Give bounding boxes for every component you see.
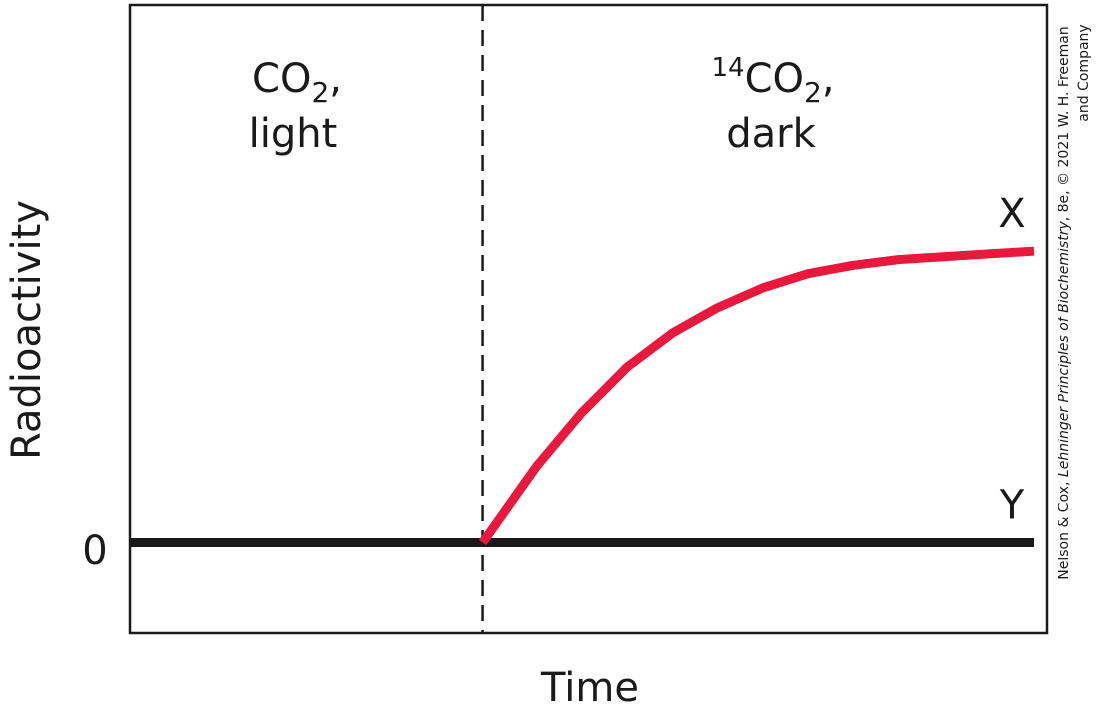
credit-line: Nelson & Cox, Lehninger Principles of Bi… <box>1058 26 1072 579</box>
x-axis-label: Time <box>540 665 639 707</box>
credit-text-line1: Nelson & Cox, Lehninger Principles of Bi… <box>1058 26 1072 579</box>
phase-label-light-condition: light <box>249 111 338 157</box>
phase-light-subscript: 2 <box>311 76 329 109</box>
phase-label-dark-gas: 14CO2, <box>711 53 834 109</box>
plot-frame <box>128 3 1049 635</box>
credit-text-line2: and Company <box>1076 24 1092 121</box>
credit-suffix: , 8e, © 2021 W. H. Freeman <box>1058 26 1072 221</box>
phase-dark-subscript: 2 <box>804 76 822 109</box>
phase-label-dark-condition: dark <box>726 111 816 157</box>
series-label-y: Y <box>999 482 1025 528</box>
phase-dark-gas: CO <box>745 56 804 102</box>
phase-light-comma: , <box>329 56 342 102</box>
credit-prefix: Nelson & Cox, <box>1058 477 1072 580</box>
series-label-x: X <box>998 191 1025 237</box>
credit-book-title: Lehninger Principles of Biochemistry <box>1058 221 1072 478</box>
phase-label-light-gas: CO2, <box>252 56 342 109</box>
series-line-x <box>478 246 1035 546</box>
series-layer: XY <box>130 191 1035 547</box>
y-axis-label: Radioactivity <box>4 200 50 460</box>
y-tick-label-zero: 0 <box>82 528 107 574</box>
credit-line-2: and Company <box>1076 24 1092 121</box>
phase-dark-isotope: 14 <box>711 53 744 83</box>
phase-light-gas: CO <box>252 56 311 102</box>
phase-dark-comma: , <box>822 56 835 102</box>
